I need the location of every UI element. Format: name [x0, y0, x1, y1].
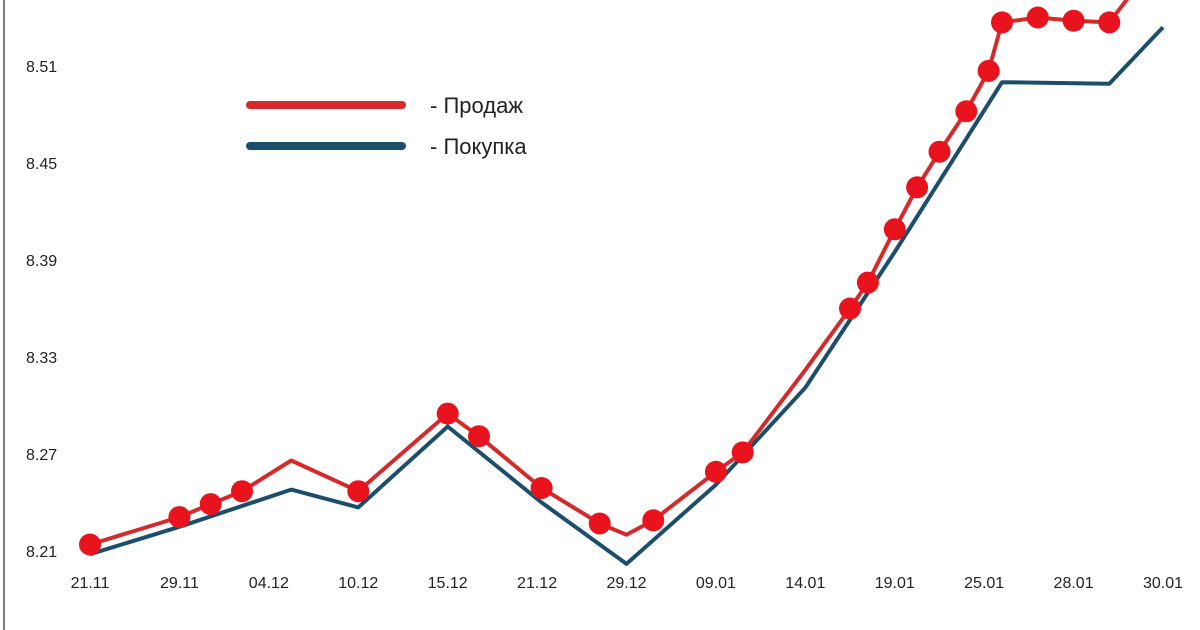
sell-data-point: [231, 480, 253, 503]
sell-data-point: [588, 512, 611, 535]
sell-data-point: [1062, 9, 1085, 32]
x-tick-label: 21.11: [71, 575, 110, 592]
sell-data-point: [704, 460, 727, 483]
legend: - Продаж - Покупка: [246, 93, 527, 159]
sell-data-point: [79, 533, 101, 556]
sell-data-point: [530, 477, 553, 499]
y-tick-label: 8.45: [26, 156, 57, 173]
x-tick-label: 25.01: [964, 575, 1004, 592]
x-tick-label: 10.12: [338, 575, 378, 592]
y-axis-tick-labels: 8.21 8.27 8.33 8.39 8.45 8.51: [26, 59, 57, 561]
x-tick-label: 04.12: [249, 575, 289, 592]
x-tick-label: 30.01: [1143, 575, 1183, 592]
y-tick-label: 8.51: [26, 59, 57, 76]
sell-data-point: [1026, 6, 1049, 29]
sell-data-point: [1098, 11, 1121, 34]
x-tick-label: 14.01: [785, 575, 825, 592]
sell-data-point: [906, 176, 929, 199]
legend-label-sell: - Продаж: [430, 93, 523, 118]
sell-data-point: [468, 425, 490, 448]
x-tick-label: 09.01: [696, 575, 736, 592]
y-tick-label: 8.33: [26, 350, 57, 367]
legend-label-buy: - Покупка: [430, 134, 527, 159]
sell-data-point: [883, 218, 906, 241]
sell-data-point: [991, 11, 1013, 34]
sell-data-point: [436, 402, 459, 425]
y-tick-label: 8.27: [26, 447, 57, 464]
sell-markers: [79, 6, 1121, 556]
series-line-buy: [89, 25, 1165, 566]
x-axis-tick-labels: 21.11 29.11 04.12 10.12 15.12 21.12 29.12 09.01…: [71, 575, 1184, 592]
x-tick-label: 15.12: [428, 575, 468, 592]
sell-data-point: [839, 297, 861, 320]
sell-data-point: [199, 493, 222, 516]
sell-data-point: [168, 506, 191, 529]
x-tick-label: 29.12: [606, 575, 646, 592]
sell-data-point: [347, 480, 370, 503]
y-tick-label: 8.39: [26, 253, 57, 270]
sell-data-point: [955, 100, 978, 123]
sell-data-point: [731, 441, 754, 464]
sell-data-point: [856, 271, 879, 294]
x-tick-label: 28.01: [1054, 575, 1094, 592]
y-tick-label: 8.21: [26, 544, 57, 561]
x-tick-label: 29.11: [160, 575, 199, 592]
sell-data-point: [642, 509, 665, 532]
sell-data-point: [977, 59, 1000, 82]
series-lines: [89, 0, 1165, 566]
x-tick-label: 19.01: [875, 575, 915, 592]
x-tick-label: 21.12: [517, 575, 557, 592]
sell-data-point: [928, 140, 951, 163]
